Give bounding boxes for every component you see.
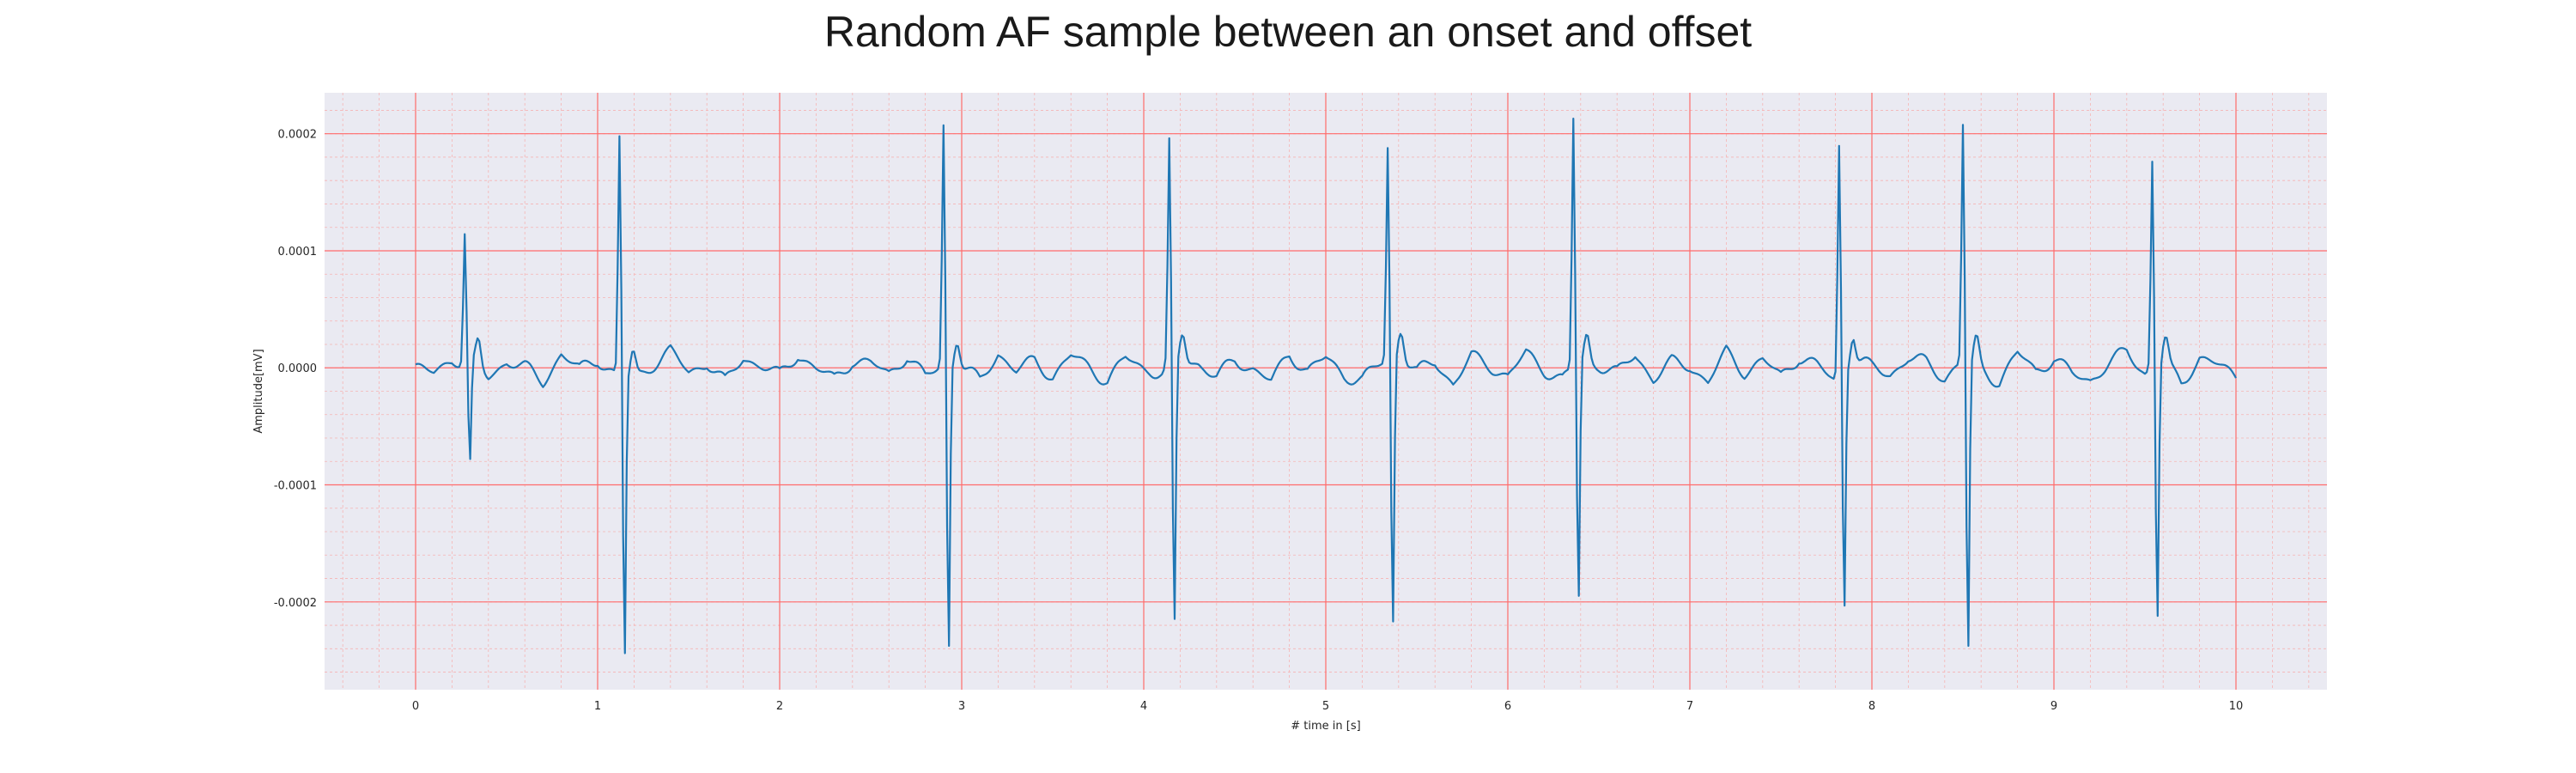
x-tick-label: 2 <box>776 700 783 713</box>
y-tick-label: 0.0001 <box>278 246 318 259</box>
x-tick-label: 6 <box>1504 700 1511 713</box>
x-tick-label: 10 <box>2229 700 2244 713</box>
x-tick-label: 1 <box>594 700 601 713</box>
chart-title: Random AF sample between an onset and of… <box>823 8 1753 56</box>
x-tick-label: 7 <box>1686 700 1693 713</box>
x-axis-label: # time in [s] <box>1291 720 1360 733</box>
y-tick-label: -0.0001 <box>274 480 317 493</box>
x-tick-label: 4 <box>1140 700 1147 713</box>
major-grid <box>325 93 2327 690</box>
x-axis-ticks: 0 1 2 3 4 5 6 7 8 9 10 <box>412 700 2243 713</box>
y-tick-label: 0.0000 <box>278 362 318 375</box>
y-tick-label: -0.0002 <box>274 597 317 610</box>
ecg-series-line <box>415 118 2237 654</box>
y-tick-label: 0.0002 <box>278 129 318 142</box>
x-tick-label: 5 <box>1322 700 1329 713</box>
x-tick-label: 8 <box>1868 700 1875 713</box>
x-tick-label: 0 <box>412 700 419 713</box>
x-tick-label: 3 <box>958 700 965 713</box>
y-axis-ticks: 0.0002 0.0001 0.0000 -0.0001 -0.0002 <box>274 129 317 610</box>
y-axis-label: Amplitude[mV] <box>252 349 265 433</box>
x-tick-label: 9 <box>2050 700 2057 713</box>
